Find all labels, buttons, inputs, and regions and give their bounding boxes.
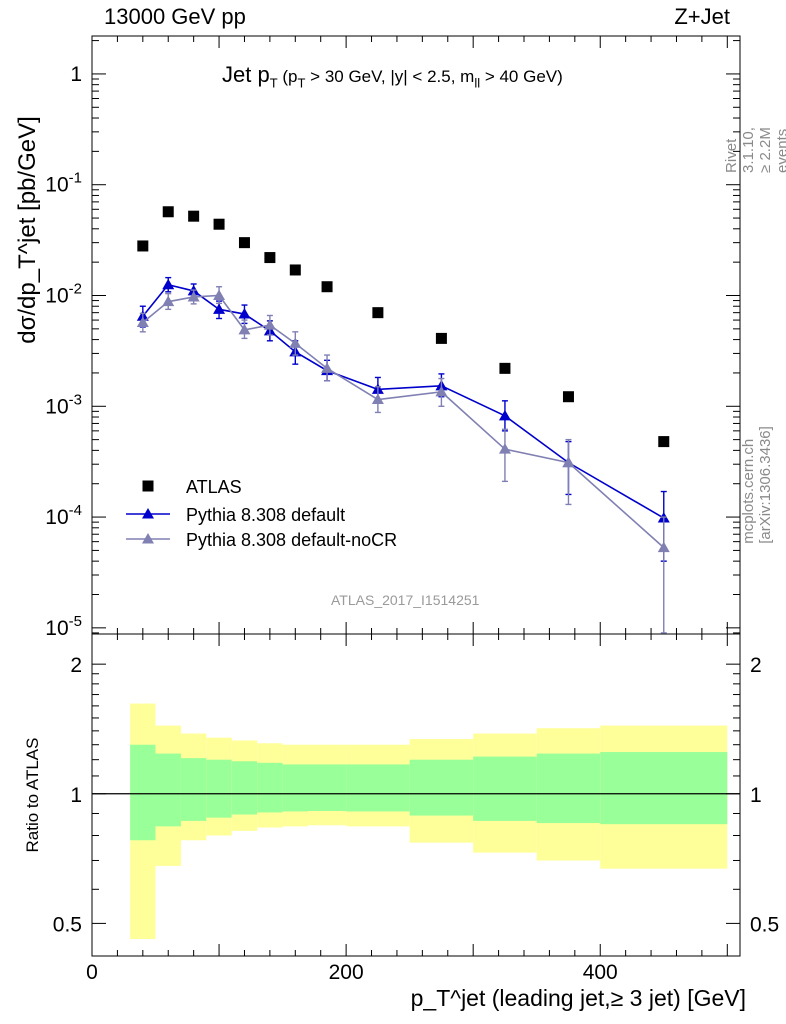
title-cuts-c: > 40 GeV) (480, 67, 563, 86)
title-cuts-sub-b: ll (474, 75, 481, 91)
series-marker (136, 316, 149, 328)
ratio-inner-band-bin (180, 758, 207, 821)
rivet-version-label: Rivet 3.1.10, ≥ 2.2M events (723, 127, 786, 173)
series-marker (321, 362, 334, 373)
series-marker (371, 393, 384, 405)
title-cuts-sub-a: T (297, 75, 306, 91)
data-point (499, 362, 511, 374)
data-point (372, 307, 384, 319)
y-tick-label-exponent: -5 (69, 613, 82, 630)
y-tick-label: 10-4 (45, 502, 82, 529)
legend-marker-atlas (142, 480, 154, 492)
series-marker (162, 295, 175, 307)
y-tick-label: 10-2 (45, 281, 82, 308)
y-tick-label: 10-5 (45, 613, 82, 640)
ratio-bands (92, 703, 740, 939)
y-tick-label-exponent: -4 (69, 502, 82, 519)
series-marker (498, 409, 511, 421)
series-marker (213, 303, 226, 314)
legend-label: ATLAS (186, 477, 242, 497)
ratio-y-tick-label: 0.5 (53, 913, 82, 936)
data-point (213, 218, 225, 230)
y-tick-label-exponent: -3 (69, 391, 82, 408)
legend: ATLAS Pythia 8.308 default Pythia 8.308 de… (126, 477, 397, 550)
legend-label: Pythia 8.308 default (186, 505, 345, 525)
data-point (658, 436, 670, 448)
ratio-y-tick-label: 1 (70, 784, 82, 807)
title-cuts-b: > 30 GeV, |y| < 2.5, m (305, 67, 475, 86)
ratio-y-tick-label-right: 1 (750, 784, 762, 807)
ratio-inner-band-bin (346, 764, 410, 812)
ratio-inner-band-bin (473, 756, 537, 821)
collision-label: 13000 GeV pp (104, 4, 246, 29)
y-tick-label: 10-1 (45, 170, 82, 197)
y-tick-label-exponent: -1 (69, 170, 82, 187)
series-layer (136, 206, 670, 634)
ratio-inner-band-bin (600, 752, 728, 825)
y-tick-label-base: 10 (45, 506, 68, 529)
data-point (289, 264, 301, 276)
y-tick-label-base: 10 (45, 174, 68, 197)
series-marker (562, 456, 575, 468)
data-point (435, 332, 447, 344)
data-point (562, 391, 574, 403)
title-cuts-a: (p (277, 67, 298, 86)
series-marker (289, 337, 302, 348)
data-point (264, 252, 276, 264)
ratio-inner-band-bin (409, 759, 474, 816)
y-axis-label-ratio: Ratio to ATLAS (23, 737, 42, 853)
ratio-y-tick-label-right: 0.5 (750, 913, 779, 936)
series-marker (238, 308, 251, 319)
ratio-inner-band-bin (282, 764, 308, 812)
series-marker (498, 443, 511, 454)
ratio-inner-band-bin (155, 753, 181, 827)
y-axis-label-main: dσ/dp_T^jet [pb/GeV] (14, 116, 41, 344)
x-tick-label: 0 (86, 961, 98, 984)
y-tick-label-exponent: -2 (69, 281, 82, 298)
data-point (137, 240, 149, 252)
series-marker (187, 290, 200, 302)
y-tick-label-base: 10 (45, 285, 68, 308)
ratio-inner-band-bin (130, 744, 156, 841)
data-point (321, 281, 333, 293)
y-tick-label-base: 10 (45, 617, 68, 640)
series-marker (162, 278, 175, 290)
x-tick-label: 400 (583, 961, 618, 984)
series-marker (263, 319, 276, 330)
y-tick-label-base: 10 (45, 395, 68, 418)
x-tick-label: 200 (329, 961, 364, 984)
plot-title: Jet pT (pT > 30 GeV, |y| < 2.5, mll > 40… (222, 62, 563, 90)
ratio-inner-band-bin (206, 759, 232, 818)
series-marker (435, 385, 448, 397)
y-tick-label: 1 (70, 63, 82, 86)
process-label: Z+Jet (674, 4, 730, 29)
mcplots-label: mcplots.cern.ch [arXiv:1306.3436] (740, 426, 774, 544)
x-axis-label: p_T^jet (leading jet,≥ 3 jet) [GeV] (410, 985, 746, 1011)
ratio-inner-band-bin (536, 753, 601, 824)
y-tick-label: 10-3 (45, 391, 82, 418)
ratio-frame (91, 633, 741, 957)
data-point (188, 210, 200, 222)
ratio-inner-band-bin (257, 762, 283, 813)
data-point (162, 206, 174, 218)
series-marker (213, 289, 226, 301)
ratio-y-tick-label-right: 2 (750, 654, 762, 677)
title-main-sub: T (269, 75, 278, 91)
ratio-inner-band-bin (308, 764, 347, 812)
ratio-y-tick-label: 2 (70, 654, 82, 677)
title-main: Jet p (222, 62, 270, 87)
analysis-id-label: ATLAS_2017_I1514251 (331, 592, 480, 608)
series-marker (238, 323, 251, 335)
series-marker (657, 541, 670, 553)
data-point (238, 237, 250, 249)
ratio-inner-band-bin (231, 761, 258, 815)
legend-label: Pythia 8.308 default-noCR (186, 530, 397, 550)
